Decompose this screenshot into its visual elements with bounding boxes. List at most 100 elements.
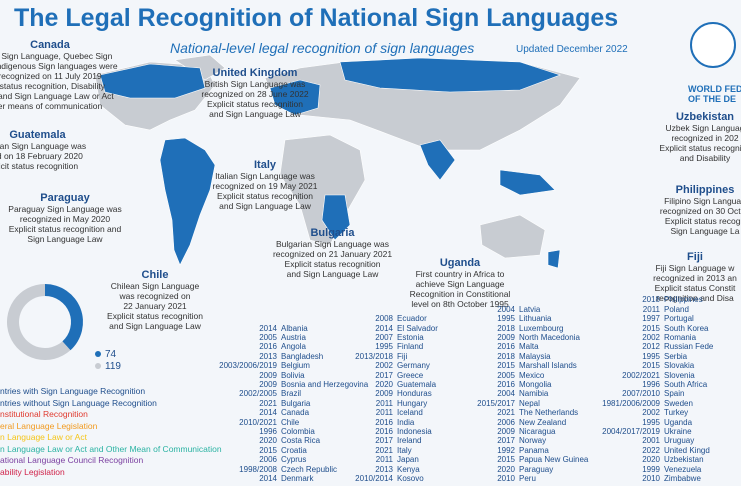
country: Canada: [281, 408, 310, 418]
year: 2016: [375, 417, 393, 427]
year: 1995: [497, 314, 515, 324]
legend-dot: [95, 363, 101, 369]
year: 1997: [642, 314, 660, 324]
legend-item: ntries without Sign Language Recognition: [0, 398, 157, 408]
year: 1999: [642, 464, 660, 474]
country: Chile: [281, 417, 300, 427]
year: 2002/2005: [239, 389, 277, 399]
year: 2009: [497, 333, 515, 342]
year: 2021: [375, 445, 393, 455]
year: 2014: [375, 323, 393, 333]
year: 2006: [497, 417, 515, 427]
year: 2011: [642, 304, 660, 314]
donut-label: 74: [95, 349, 116, 360]
callout-line: British Sign Language was: [204, 79, 306, 89]
year: 2016: [375, 427, 393, 436]
callout-title: Chile: [141, 269, 169, 281]
country: New Zealand: [519, 417, 567, 427]
callout-line: Chilean Sign Language: [110, 281, 200, 291]
year: 2017: [375, 370, 393, 380]
legend-item: n Language Law or Act: [0, 432, 87, 442]
year: 2018: [642, 295, 660, 305]
country: Russian Fede: [664, 342, 714, 352]
callout-line: on and Sign Language Law or Act: [0, 91, 114, 101]
country: Iceland: [397, 408, 423, 418]
callout-line: recognized in May 2020: [19, 214, 111, 224]
callout-line: Uzbek Sign Languag: [665, 123, 741, 133]
country: Cyprus: [281, 455, 307, 465]
year: 1992: [497, 445, 515, 455]
callout-line: achieve Sign Language: [415, 279, 505, 289]
country: Turkey: [664, 408, 689, 418]
legend-label: ational Language Council Recognition: [0, 455, 144, 465]
year: 2020: [259, 436, 277, 446]
russia-shape: [339, 57, 561, 93]
year: 2018: [497, 351, 515, 361]
year: 1995: [642, 417, 660, 427]
country: Belgium: [281, 361, 310, 371]
legend-item: n Language Law or Act and Other Mean of …: [0, 444, 222, 454]
year: 2016: [497, 342, 515, 352]
callout-line: talian Sign Language was: [0, 141, 87, 151]
callout-title: Italy: [253, 159, 276, 171]
country: Nicaragua: [519, 427, 556, 436]
year: 2015: [259, 445, 277, 455]
year: 2014: [259, 323, 277, 333]
south-america-shape: [159, 137, 216, 266]
callout: Paraguay Paraguay Sign Language was recogn…: [0, 193, 130, 245]
legend-label: nstitutional Recognition: [0, 409, 88, 419]
year: 2011: [375, 455, 393, 465]
legend-label: ability Legislation: [0, 466, 65, 477]
country: Denmark: [281, 474, 314, 483]
callout: United Kingdom British Sign Language was r…: [195, 68, 315, 120]
callout-title: Canada: [30, 39, 70, 51]
callout: Uzbekistan Uzbek Sign Languag recognized i…: [650, 111, 741, 164]
country: Indonesia: [397, 427, 432, 436]
country: Poland: [664, 304, 689, 314]
year: 1995: [642, 351, 660, 361]
country: Sweden: [664, 398, 693, 408]
callout: Fiji Fiji Sign Language w recognized in 20…: [640, 251, 741, 304]
callout-line: Recognition in Constitional: [409, 289, 511, 299]
country: El Salvador: [397, 323, 438, 333]
callout-line: Explicit status recognition: [284, 259, 381, 269]
country: Colombia: [281, 427, 315, 436]
country: Malta: [519, 342, 539, 352]
country: Zimbabwe: [664, 474, 701, 483]
callout-title: Fiji: [687, 251, 703, 263]
updated-date: Updated December 2022: [516, 44, 628, 55]
callout-line: Explicit status recogn: [664, 216, 741, 226]
year: 2009: [259, 370, 277, 380]
country: Croatia: [281, 445, 307, 455]
country: United Kingd: [664, 445, 710, 455]
year: 2015: [497, 361, 515, 371]
country: Kenya: [397, 464, 420, 474]
country: Luxembourg: [519, 323, 564, 333]
year: 1995: [375, 342, 393, 352]
callout-line: licit status recognition: [0, 161, 79, 171]
country: Finland: [397, 342, 424, 352]
year: 1996: [642, 380, 660, 389]
callout: Chile Chilean Sign Language was recognized…: [95, 269, 215, 332]
callout-title: Guatemala: [9, 129, 66, 141]
country: Ukraine: [664, 427, 692, 436]
southeast-asia-shape: [499, 169, 556, 196]
callout: Bulgaria Bulgarian Sign Language was recog…: [265, 227, 400, 280]
callout-line: 22 January 2021: [123, 301, 187, 311]
country: Bangladesh: [281, 351, 324, 361]
country: Malaysia: [519, 351, 551, 361]
callout-line: recognition and Disa: [656, 293, 734, 303]
donut-value: 119: [105, 361, 121, 372]
country: Marshall Islands: [519, 361, 577, 371]
country: Albania: [281, 323, 308, 333]
india-shape: [419, 139, 456, 181]
callout-title: Uzbekistan: [675, 111, 735, 123]
callout-title: Bulgaria: [310, 227, 355, 239]
country: Costa Rica: [281, 436, 321, 446]
callout-line: recognized on 19 May 2021: [212, 181, 318, 191]
country: Romania: [664, 333, 697, 342]
country: Lithuania: [519, 314, 552, 324]
